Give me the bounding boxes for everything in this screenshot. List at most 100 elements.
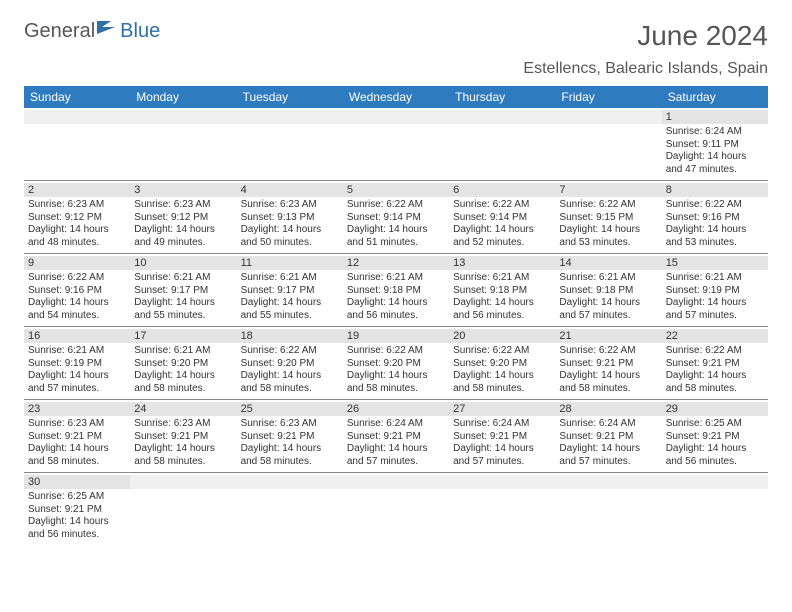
day-number: 19 [343,329,449,343]
day-number [343,110,449,124]
sunrise-text: Sunrise: 6:22 AM [453,199,551,212]
month-title: June 2024 [523,20,768,52]
sunrise-text: Sunrise: 6:24 AM [453,418,551,431]
sunrise-text: Sunrise: 6:22 AM [559,345,657,358]
calendar-page: General Blue June 2024 Estellencs, Balea… [0,0,792,565]
calendar-cell: 26Sunrise: 6:24 AMSunset: 9:21 PMDayligh… [343,400,449,473]
calendar-cell: 18 Sunrise: 6:22 AMSunset: 9:20 PMDayligh… [237,327,343,400]
sunset-text: Sunset: 9:21 PM [241,431,339,444]
calendar-week-row: 9Sunrise: 6:22 AMSunset: 9:16 PMDaylight… [24,254,768,327]
day-number: 21 [555,329,661,343]
day-info: Sunrise: 6:21 AMSunset: 9:19 PMDaylight:… [666,272,764,322]
calendar-cell: 23Sunrise: 6:23 AMSunset: 9:21 PMDayligh… [24,400,130,473]
daylight-text: Daylight: 14 hours and 56 minutes. [666,443,764,468]
title-block: June 2024 Estellencs, Balearic Islands, … [523,20,768,78]
location: Estellencs, Balearic Islands, Spain [523,60,768,78]
daylight-text: Daylight: 14 hours and 57 minutes. [28,370,126,395]
calendar-week-row: 2Sunrise: 6:23 AMSunset: 9:12 PMDaylight… [24,181,768,254]
sunrise-text: Sunrise: 6:21 AM [134,272,232,285]
day-info: Sunrise: 6:23 AMSunset: 9:21 PMDaylight:… [134,418,232,468]
calendar-cell [449,108,555,181]
calendar-cell: 2Sunrise: 6:23 AMSunset: 9:12 PMDaylight… [24,181,130,254]
calendar-cell [343,108,449,181]
day-number: 17 [130,329,236,343]
daylight-text: Daylight: 14 hours and 56 minutes. [347,297,445,322]
day-number: 18 [237,329,343,343]
daylight-text: Daylight: 14 hours and 58 minutes. [241,370,339,395]
calendar-cell: 30Sunrise: 6:25 AMSunset: 9:21 PMDayligh… [24,473,130,546]
calendar-cell [555,108,661,181]
day-info: Sunrise: 6:24 AMSunset: 9:11 PMDaylight:… [666,126,764,176]
sunrise-text: Sunrise: 6:21 AM [347,272,445,285]
day-number: 2 [24,183,130,197]
day-header: Sunday [24,86,130,108]
calendar-cell: 17Sunrise: 6:21 AMSunset: 9:20 PMDayligh… [130,327,236,400]
day-number: 15 [662,256,768,270]
day-info: Sunrise: 6:22 AMSunset: 9:20 PMDaylight:… [241,345,339,395]
day-header: Thursday [449,86,555,108]
sunrise-text: Sunrise: 6:21 AM [241,272,339,285]
sunset-text: Sunset: 9:18 PM [559,285,657,298]
sunrise-text: Sunrise: 6:21 AM [666,272,764,285]
sunset-text: Sunset: 9:21 PM [453,431,551,444]
sunset-text: Sunset: 9:21 PM [28,504,126,517]
calendar-cell [662,473,768,546]
day-header: Monday [130,86,236,108]
day-number: 26 [343,402,449,416]
calendar-cell: 28Sunrise: 6:24 AMSunset: 9:21 PMDayligh… [555,400,661,473]
calendar-week-row: 16Sunrise: 6:21 AMSunset: 9:19 PMDayligh… [24,327,768,400]
sunrise-text: Sunrise: 6:23 AM [134,199,232,212]
sunset-text: Sunset: 9:19 PM [666,285,764,298]
day-info: Sunrise: 6:22 AMSunset: 9:20 PMDaylight:… [453,345,551,395]
sunset-text: Sunset: 9:20 PM [347,358,445,371]
calendar-cell: 22Sunrise: 6:22 AMSunset: 9:21 PMDayligh… [662,327,768,400]
calendar-cell: 10Sunrise: 6:21 AMSunset: 9:17 PMDayligh… [130,254,236,327]
daylight-text: Daylight: 14 hours and 57 minutes. [347,443,445,468]
day-number [237,475,343,489]
calendar-cell [449,473,555,546]
calendar-cell: 14Sunrise: 6:21 AMSunset: 9:18 PMDayligh… [555,254,661,327]
calendar-cell: 11Sunrise: 6:21 AMSunset: 9:17 PMDayligh… [237,254,343,327]
daylight-text: Daylight: 14 hours and 58 minutes. [241,443,339,468]
sunrise-text: Sunrise: 6:23 AM [241,418,339,431]
day-number: 3 [130,183,236,197]
sunrise-text: Sunrise: 6:25 AM [666,418,764,431]
daylight-text: Daylight: 14 hours and 54 minutes. [28,297,126,322]
day-info: Sunrise: 6:24 AMSunset: 9:21 PMDaylight:… [453,418,551,468]
daylight-text: Daylight: 14 hours and 51 minutes. [347,224,445,249]
day-info: Sunrise: 6:23 AMSunset: 9:21 PMDaylight:… [241,418,339,468]
sunset-text: Sunset: 9:17 PM [134,285,232,298]
calendar-cell: 6Sunrise: 6:22 AMSunset: 9:14 PMDaylight… [449,181,555,254]
calendar-cell: 27Sunrise: 6:24 AMSunset: 9:21 PMDayligh… [449,400,555,473]
calendar-cell: 24Sunrise: 6:23 AMSunset: 9:21 PMDayligh… [130,400,236,473]
day-info: Sunrise: 6:22 AMSunset: 9:15 PMDaylight:… [559,199,657,249]
day-number: 9 [24,256,130,270]
day-number [343,475,449,489]
calendar-cell: 3 Sunrise: 6:23 AMSunset: 9:12 PMDaylight… [130,181,236,254]
day-number: 13 [449,256,555,270]
sunset-text: Sunset: 9:12 PM [134,212,232,225]
flag-icon [97,18,119,41]
daylight-text: Daylight: 14 hours and 57 minutes. [666,297,764,322]
day-number: 11 [237,256,343,270]
daylight-text: Daylight: 14 hours and 58 minutes. [347,370,445,395]
sunset-text: Sunset: 9:19 PM [28,358,126,371]
daylight-text: Daylight: 14 hours and 52 minutes. [453,224,551,249]
sunrise-text: Sunrise: 6:22 AM [28,272,126,285]
day-number: 16 [24,329,130,343]
day-number [130,475,236,489]
daylight-text: Daylight: 14 hours and 48 minutes. [28,224,126,249]
calendar-cell: 4Sunrise: 6:23 AMSunset: 9:13 PMDaylight… [237,181,343,254]
sunset-text: Sunset: 9:20 PM [453,358,551,371]
calendar-cell [237,108,343,181]
calendar-header-row: SundayMondayTuesdayWednesdayThursdayFrid… [24,86,768,108]
sunset-text: Sunset: 9:14 PM [453,212,551,225]
daylight-text: Daylight: 14 hours and 55 minutes. [134,297,232,322]
sunset-text: Sunset: 9:21 PM [559,431,657,444]
sunrise-text: Sunrise: 6:21 AM [28,345,126,358]
day-info: Sunrise: 6:23 AMSunset: 9:12 PMDaylight:… [134,199,232,249]
calendar-cell: 1Sunrise: 6:24 AMSunset: 9:11 PMDaylight… [662,108,768,181]
day-number: 29 [662,402,768,416]
day-info: Sunrise: 6:21 AMSunset: 9:17 PMDaylight:… [134,272,232,322]
calendar-table: SundayMondayTuesdayWednesdayThursdayFrid… [24,86,768,545]
